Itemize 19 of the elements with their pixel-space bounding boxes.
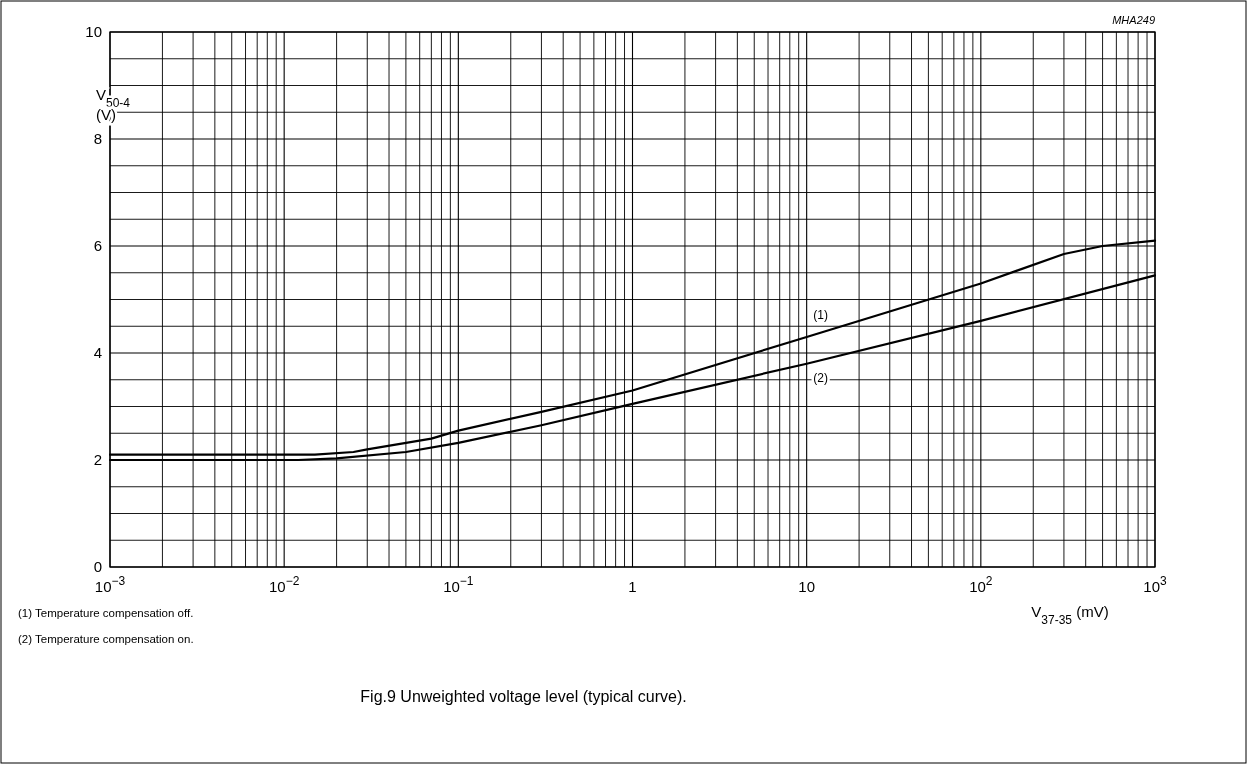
y-tick-label: 10 <box>85 23 102 40</box>
x-tick-label: 10$^{−1}$ <box>443 574 474 595</box>
x-tick-label: 10$^{−3}$ <box>94 574 126 595</box>
series-label: (1) <box>813 307 828 322</box>
x-tick-label: 10$^{3}$ <box>1143 574 1167 595</box>
text: MHA249 <box>1112 14 1155 26</box>
y-tick-label: 6 <box>93 237 102 254</box>
y-tick-label: 0 <box>93 558 102 575</box>
text: (1) Temperature compensation off. <box>18 607 194 619</box>
x-tick-label: 1 <box>628 578 637 595</box>
x-tick-label: 10 <box>798 578 816 595</box>
x-axis-title: V$_{37-35}$ (mV) <box>1031 603 1109 627</box>
y-tick-label: 2 <box>93 451 102 468</box>
text: (2) Temperature compensation on. <box>18 633 194 645</box>
text: Fig.9 Unweighted voltage level (typical curve). <box>360 688 687 705</box>
x-tick-label: 10$^{−2}$ <box>268 574 300 595</box>
y-tick-label: 4 <box>93 344 102 361</box>
y-tick-label: 8 <box>93 130 102 147</box>
x-tick-label: 10$^{2}$ <box>969 574 993 595</box>
